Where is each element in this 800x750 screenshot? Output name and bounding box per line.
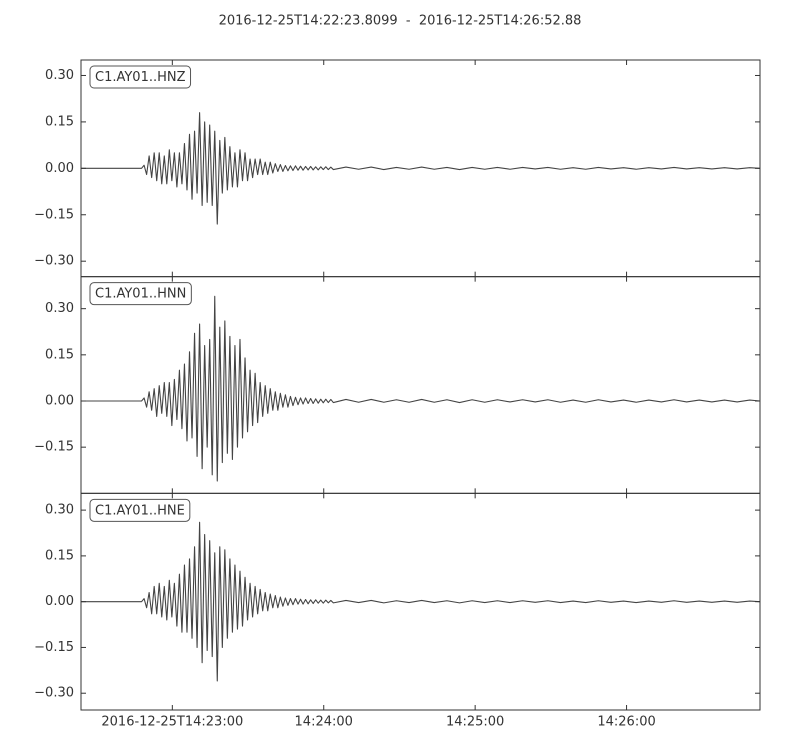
panel-frame	[80, 276, 761, 494]
legend-label: C1.AY01..HNZ	[95, 70, 186, 85]
y-tick-label: 0.15	[45, 114, 74, 129]
x-tick-label: 14:25:00	[446, 715, 504, 730]
legend-label: C1.AY01..HNN	[95, 287, 186, 302]
legend-label: C1.AY01..HNE	[95, 503, 185, 518]
y-tick-label: 0.15	[45, 548, 74, 563]
y-tick-label: 0.00	[45, 161, 74, 176]
y-tick-label: −0.15	[34, 440, 74, 455]
y-tick-label: −0.15	[34, 207, 74, 222]
y-tick-label: −0.30	[34, 254, 74, 269]
y-tick-label: 0.00	[45, 594, 74, 609]
y-tick-label: 0.30	[45, 68, 74, 83]
y-tick-label: 0.00	[45, 394, 74, 409]
x-tick-label: 2016-12-25T14:23:00	[101, 715, 243, 730]
trace	[81, 295, 760, 482]
legend-box	[89, 65, 192, 89]
x-tick-label: 14:26:00	[597, 715, 655, 730]
x-tick-label: 14:24:00	[295, 715, 353, 730]
y-tick-label: −0.30	[34, 686, 74, 701]
y-tick-label: 0.30	[45, 503, 74, 518]
trace	[81, 112, 760, 225]
legend-box	[89, 282, 192, 306]
legend-box	[89, 498, 191, 522]
trace	[81, 521, 760, 682]
chart-title: 2016-12-25T14:22:23.8099 - 2016-12-25T14…	[219, 14, 582, 29]
y-tick-label: −0.15	[34, 640, 74, 655]
y-tick-label: 0.30	[45, 301, 74, 316]
y-tick-label: 0.15	[45, 347, 74, 362]
